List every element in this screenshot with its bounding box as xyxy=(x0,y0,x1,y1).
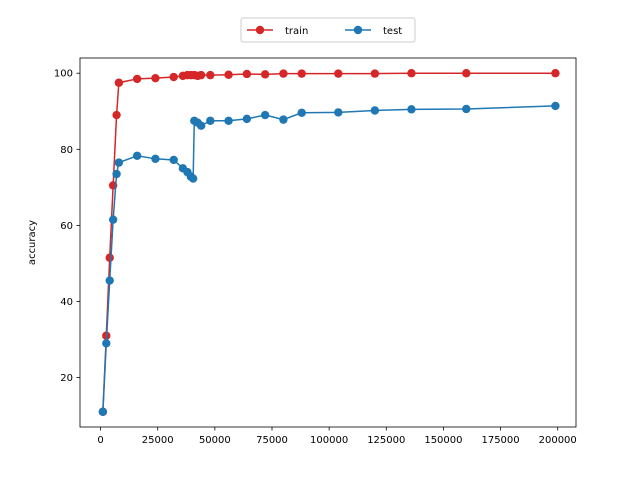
data-point-test-3 xyxy=(108,215,118,224)
data-point-test-26 xyxy=(551,101,560,111)
y-tick-label-4: 100 xyxy=(54,69,73,80)
data-point-train-19 xyxy=(279,69,288,78)
data-point-test-21 xyxy=(297,108,306,117)
data-point-test-22 xyxy=(334,108,343,117)
data-point-test-0 xyxy=(98,407,108,416)
x-tick-label-7: 175000 xyxy=(481,435,519,446)
data-point-test-15 xyxy=(196,121,206,130)
data-point-test-8 xyxy=(169,155,178,165)
data-point-train-14 xyxy=(196,70,206,80)
data-point-train-18 xyxy=(260,70,270,79)
y-tick-label-3: 80 xyxy=(60,145,73,156)
plot-frame xyxy=(79,57,577,428)
data-point-train-6 xyxy=(132,74,142,84)
axes-layer: 0 25000 50000 75000 100000 125000 150000 175000… xyxy=(27,57,577,446)
legend-box xyxy=(240,17,416,43)
legend-marker-train xyxy=(255,25,265,35)
y-axis-label: accuracy xyxy=(27,220,38,265)
data-point-train-20 xyxy=(297,69,306,78)
x-tick-label-4: 100000 xyxy=(310,435,348,446)
data-point-test-20 xyxy=(279,115,288,124)
data-point-test-25 xyxy=(462,104,471,114)
data-point-test-23 xyxy=(370,106,380,115)
y-tick-label-0: 20 xyxy=(60,373,73,384)
legend-label-train: train xyxy=(285,26,308,37)
x-tick-label-5: 125000 xyxy=(367,435,405,446)
y-tick-label-1: 40 xyxy=(60,297,73,308)
data-point-test-19 xyxy=(260,110,270,120)
legend-label-test: test xyxy=(383,26,402,37)
data-point-test-17 xyxy=(224,116,233,125)
x-tick-label-8: 200000 xyxy=(539,435,577,446)
data-point-test-12 xyxy=(188,174,198,183)
data-point-test-5 xyxy=(114,158,124,167)
data-point-test-4 xyxy=(112,169,121,179)
legend-marker-test xyxy=(353,25,363,35)
x-tick-label-6: 150000 xyxy=(424,435,462,446)
x-tick-label-2: 50000 xyxy=(199,435,231,446)
data-point-test-16 xyxy=(206,116,215,125)
data-point-train-7 xyxy=(151,73,160,83)
y-tick-label-2: 60 xyxy=(60,221,73,232)
data-point-train-2 xyxy=(105,253,114,262)
x-tick-label-3: 75000 xyxy=(256,435,288,446)
x-tick-label-1: 25000 xyxy=(142,435,174,446)
data-point-test-6 xyxy=(132,151,142,160)
data-point-train-5 xyxy=(114,78,124,87)
data-point-train-4 xyxy=(112,110,121,120)
data-point-test-7 xyxy=(151,154,160,164)
x-tick-label-0: 0 xyxy=(97,435,103,446)
series-layer xyxy=(98,69,560,416)
data-point-train-16 xyxy=(224,70,233,79)
data-point-test-1 xyxy=(102,339,111,348)
data-point-train-24 xyxy=(462,69,471,78)
data-point-test-2 xyxy=(105,276,114,285)
data-point-train-8 xyxy=(169,72,178,82)
data-point-test-18 xyxy=(242,114,252,124)
data-point-train-21 xyxy=(334,69,343,78)
legend: train test xyxy=(240,17,416,43)
data-point-train-23 xyxy=(407,69,416,78)
data-point-train-15 xyxy=(206,70,215,80)
data-point-train-25 xyxy=(551,69,560,78)
data-point-train-17 xyxy=(242,69,252,79)
data-point-test-24 xyxy=(407,105,416,114)
data-point-train-22 xyxy=(370,69,380,78)
